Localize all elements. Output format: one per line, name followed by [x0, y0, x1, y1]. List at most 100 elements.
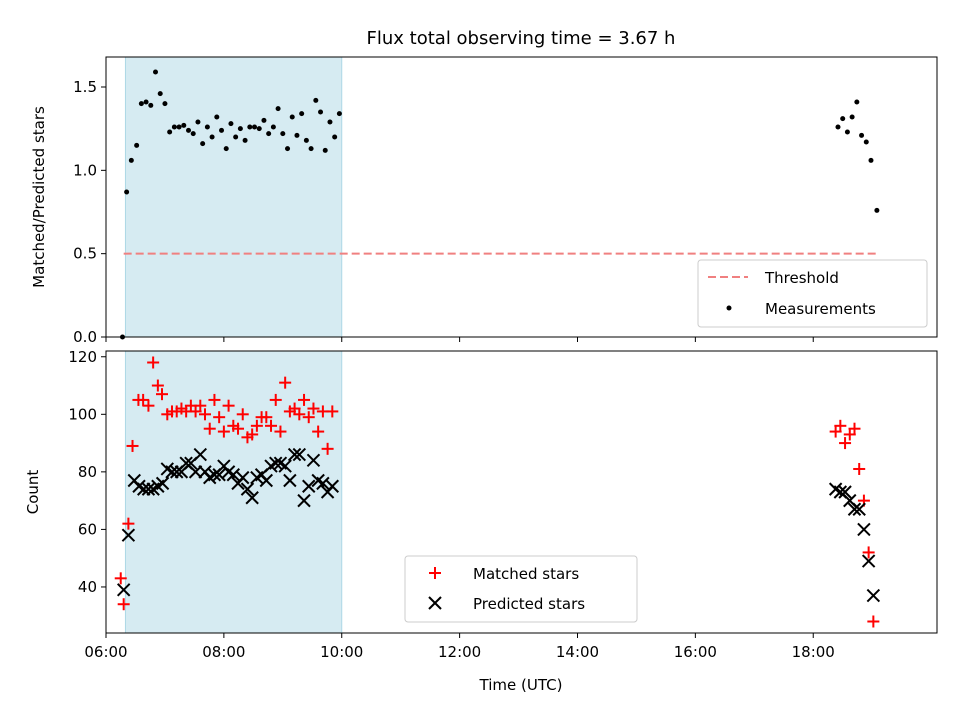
matched-star-point [298, 393, 311, 406]
matched-star-point [217, 425, 230, 438]
measurement-point [308, 146, 314, 152]
bottom-y-tick-label: 40 [78, 578, 97, 596]
matched-star-point [126, 439, 139, 452]
measurement-point [285, 146, 291, 152]
measurement-point [275, 106, 281, 112]
measurement-point [294, 132, 300, 138]
matched-star-point [848, 422, 861, 435]
bottom-panel: 40 60 80 100 120 06:00 08:00 10:00 12:00 14:00 16:… [24, 348, 938, 694]
measurement-point [266, 131, 272, 137]
predicted-star-point [861, 554, 876, 568]
measurement-point [252, 124, 258, 130]
legend-threshold-label: Threshold [764, 269, 839, 287]
measurement-point [214, 114, 220, 120]
measurement-point [840, 116, 846, 122]
measurement-point [124, 189, 130, 195]
measurement-point [171, 124, 177, 130]
predicted-star-point [857, 522, 871, 537]
measurement-point [270, 124, 276, 130]
predicted-star-point [137, 482, 151, 496]
x-tick-label: 06:00 [84, 643, 127, 661]
matched-star-point [307, 402, 320, 415]
x-tick-label: 14:00 [556, 643, 599, 661]
predicted-star-point [287, 447, 302, 462]
measurement-point [195, 119, 201, 125]
predicted-star-point [297, 493, 311, 508]
measurement-point [327, 119, 333, 125]
predicted-star-point [302, 479, 316, 493]
predicted-star-point [226, 468, 241, 482]
measurement-point [299, 111, 305, 117]
predicted-star-point [165, 465, 179, 479]
chart-title: Flux total observing time = 3.67 h [367, 28, 676, 49]
measurement-point [237, 126, 243, 132]
matched-star-point [114, 572, 127, 585]
legend-matched-swatch [429, 567, 441, 579]
measurement-point [854, 99, 860, 105]
measurement-point [874, 207, 880, 213]
measurement-point [209, 134, 215, 140]
measurement-point [868, 157, 874, 163]
legend-measurements-swatch [726, 305, 732, 311]
bottom-legend-box [404, 555, 638, 623]
top-panel: 0.0 0.5 1.0 1.5 Matched/Predicted stars Thr… [30, 56, 938, 346]
measurement-point [332, 134, 338, 140]
predicted-star-point [852, 502, 866, 516]
matched-star-point [839, 437, 852, 450]
predicted-star-point [269, 456, 283, 470]
bottom-y-tick-label: 60 [78, 520, 97, 538]
matched-star-point [155, 388, 168, 401]
predicted-star-point [316, 476, 330, 491]
top-y-tick-label: 1.0 [73, 161, 97, 179]
measurement-point [247, 124, 253, 130]
measurement-point [318, 109, 324, 115]
x-axis-label: Time (UTC) [479, 676, 563, 694]
top-y-tick-label: 0.0 [73, 328, 97, 346]
x-tick-label: 10:00 [320, 643, 363, 661]
matched-star-point [867, 615, 880, 628]
predicted-star-point [212, 468, 226, 482]
measurement-point [233, 134, 239, 140]
predicted-star-point [236, 470, 250, 485]
matched-star-point [117, 598, 130, 611]
measurement-point [200, 141, 206, 147]
measurement-point [186, 127, 192, 133]
x-tick-label: 16:00 [674, 643, 717, 661]
matched-star-point [246, 428, 259, 441]
bottom-legend: Matched stars Predicted stars [404, 555, 638, 623]
top-axes-frame [105, 56, 938, 338]
measurement-point [167, 129, 173, 135]
legend-predicted-swatch [428, 596, 442, 610]
matched-star-point [862, 546, 875, 559]
measurement-point [863, 139, 869, 145]
matched-star-point [279, 376, 292, 389]
matched-star-point [222, 399, 235, 412]
measurement-point [162, 101, 168, 107]
matched-star-point [232, 422, 245, 435]
measurement-point [849, 114, 855, 120]
measurement-point [844, 129, 850, 135]
predicted-star-point [283, 473, 297, 488]
predicted-star-point [240, 482, 255, 496]
predicted-star-point [259, 473, 274, 488]
matched-star-point [151, 379, 164, 392]
predicted-star-point [838, 485, 852, 499]
measurement-point [134, 142, 140, 148]
measurement-point [143, 99, 149, 105]
matched-star-point [142, 399, 155, 412]
matched-star-point [147, 356, 160, 369]
matched-star-point [199, 408, 212, 421]
matched-star-point [265, 419, 278, 432]
measurement-point [280, 131, 286, 137]
bottom-axes-frame [105, 350, 938, 634]
bottom-y-axis-label: Count [24, 470, 42, 515]
predicted-star-point [141, 482, 156, 496]
predicted-star-point [245, 491, 259, 505]
predicted-star-point [306, 453, 321, 468]
measurement-point [859, 132, 865, 138]
predicted-star-point [866, 588, 881, 603]
matched-star-point [302, 411, 315, 424]
measurement-point [190, 131, 196, 137]
matched-star-point [853, 462, 866, 475]
